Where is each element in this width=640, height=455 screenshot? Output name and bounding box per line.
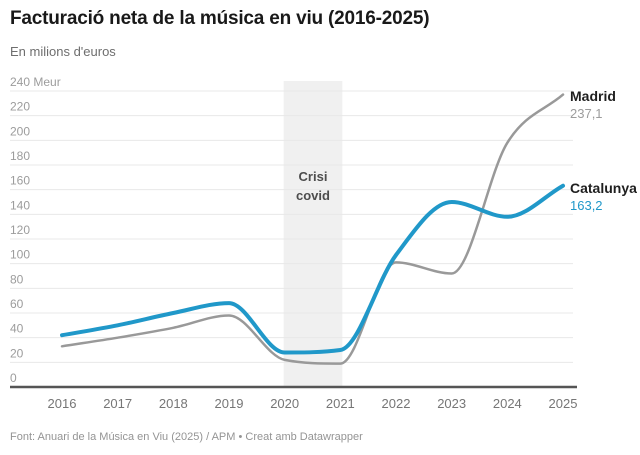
x-tick-label: 2022 [382,396,411,411]
covid-band [283,81,343,388]
y-tick-label: 20 [10,346,24,360]
y-tick-label: 160 [10,174,30,188]
y-tick-label: 60 [10,297,24,311]
y-tick-label: 200 [10,124,30,138]
x-tick-label: 2021 [326,396,355,411]
y-tick-label: 140 [10,198,30,212]
x-axis-tick-labels: 2016 2017 2018 2019 2020 2021 2022 2023 2024 2025 [48,396,578,411]
catalunya-end-label: Catalunya 163,2 [570,180,637,213]
y-tick-label: 40 [10,322,24,336]
source-attribution: Font: Anuari de la Música en Viu (2025) … [10,431,363,443]
x-tick-label: 2020 [270,396,299,411]
madrid-series-value: 237,1 [570,105,603,121]
x-tick-label: 2023 [437,396,466,411]
y-tick-label: 240 Meur [10,75,61,89]
series-line-catalunya [60,183,565,355]
covid-annotation: Crisi covid [296,169,330,203]
catalunya-series-value: 163,2 [570,197,603,213]
catalunya-series-name: Catalunya [570,180,637,196]
data-series-lines [60,93,565,365]
y-tick-label: 220 [10,100,30,114]
chart-title: Facturació neta de la música en viu (201… [10,8,430,29]
y-tick-label: 100 [10,248,30,262]
madrid-end-label: Madrid 237,1 [570,88,616,121]
chart-subtitle: En milions d'euros [10,44,116,59]
y-tick-label: 120 [10,223,30,237]
x-tick-label: 2024 [493,396,522,411]
gridlines [10,90,573,363]
series-line-madrid [60,93,565,365]
y-axis-tick-labels: 0 20 40 60 80 100 120 140 160 180 200 220 240 Meur [10,75,61,385]
y-tick-label: 0 [10,371,17,385]
x-tick-label: 2016 [48,396,77,411]
covid-band-rect [283,81,343,388]
y-tick-label: 80 [10,272,24,286]
madrid-series-name: Madrid [570,88,616,104]
x-tick-label: 2019 [215,396,244,411]
x-tick-label: 2025 [549,396,578,411]
y-tick-label: 180 [10,149,30,163]
x-tick-label: 2018 [159,396,188,411]
x-tick-label: 2017 [103,396,132,411]
